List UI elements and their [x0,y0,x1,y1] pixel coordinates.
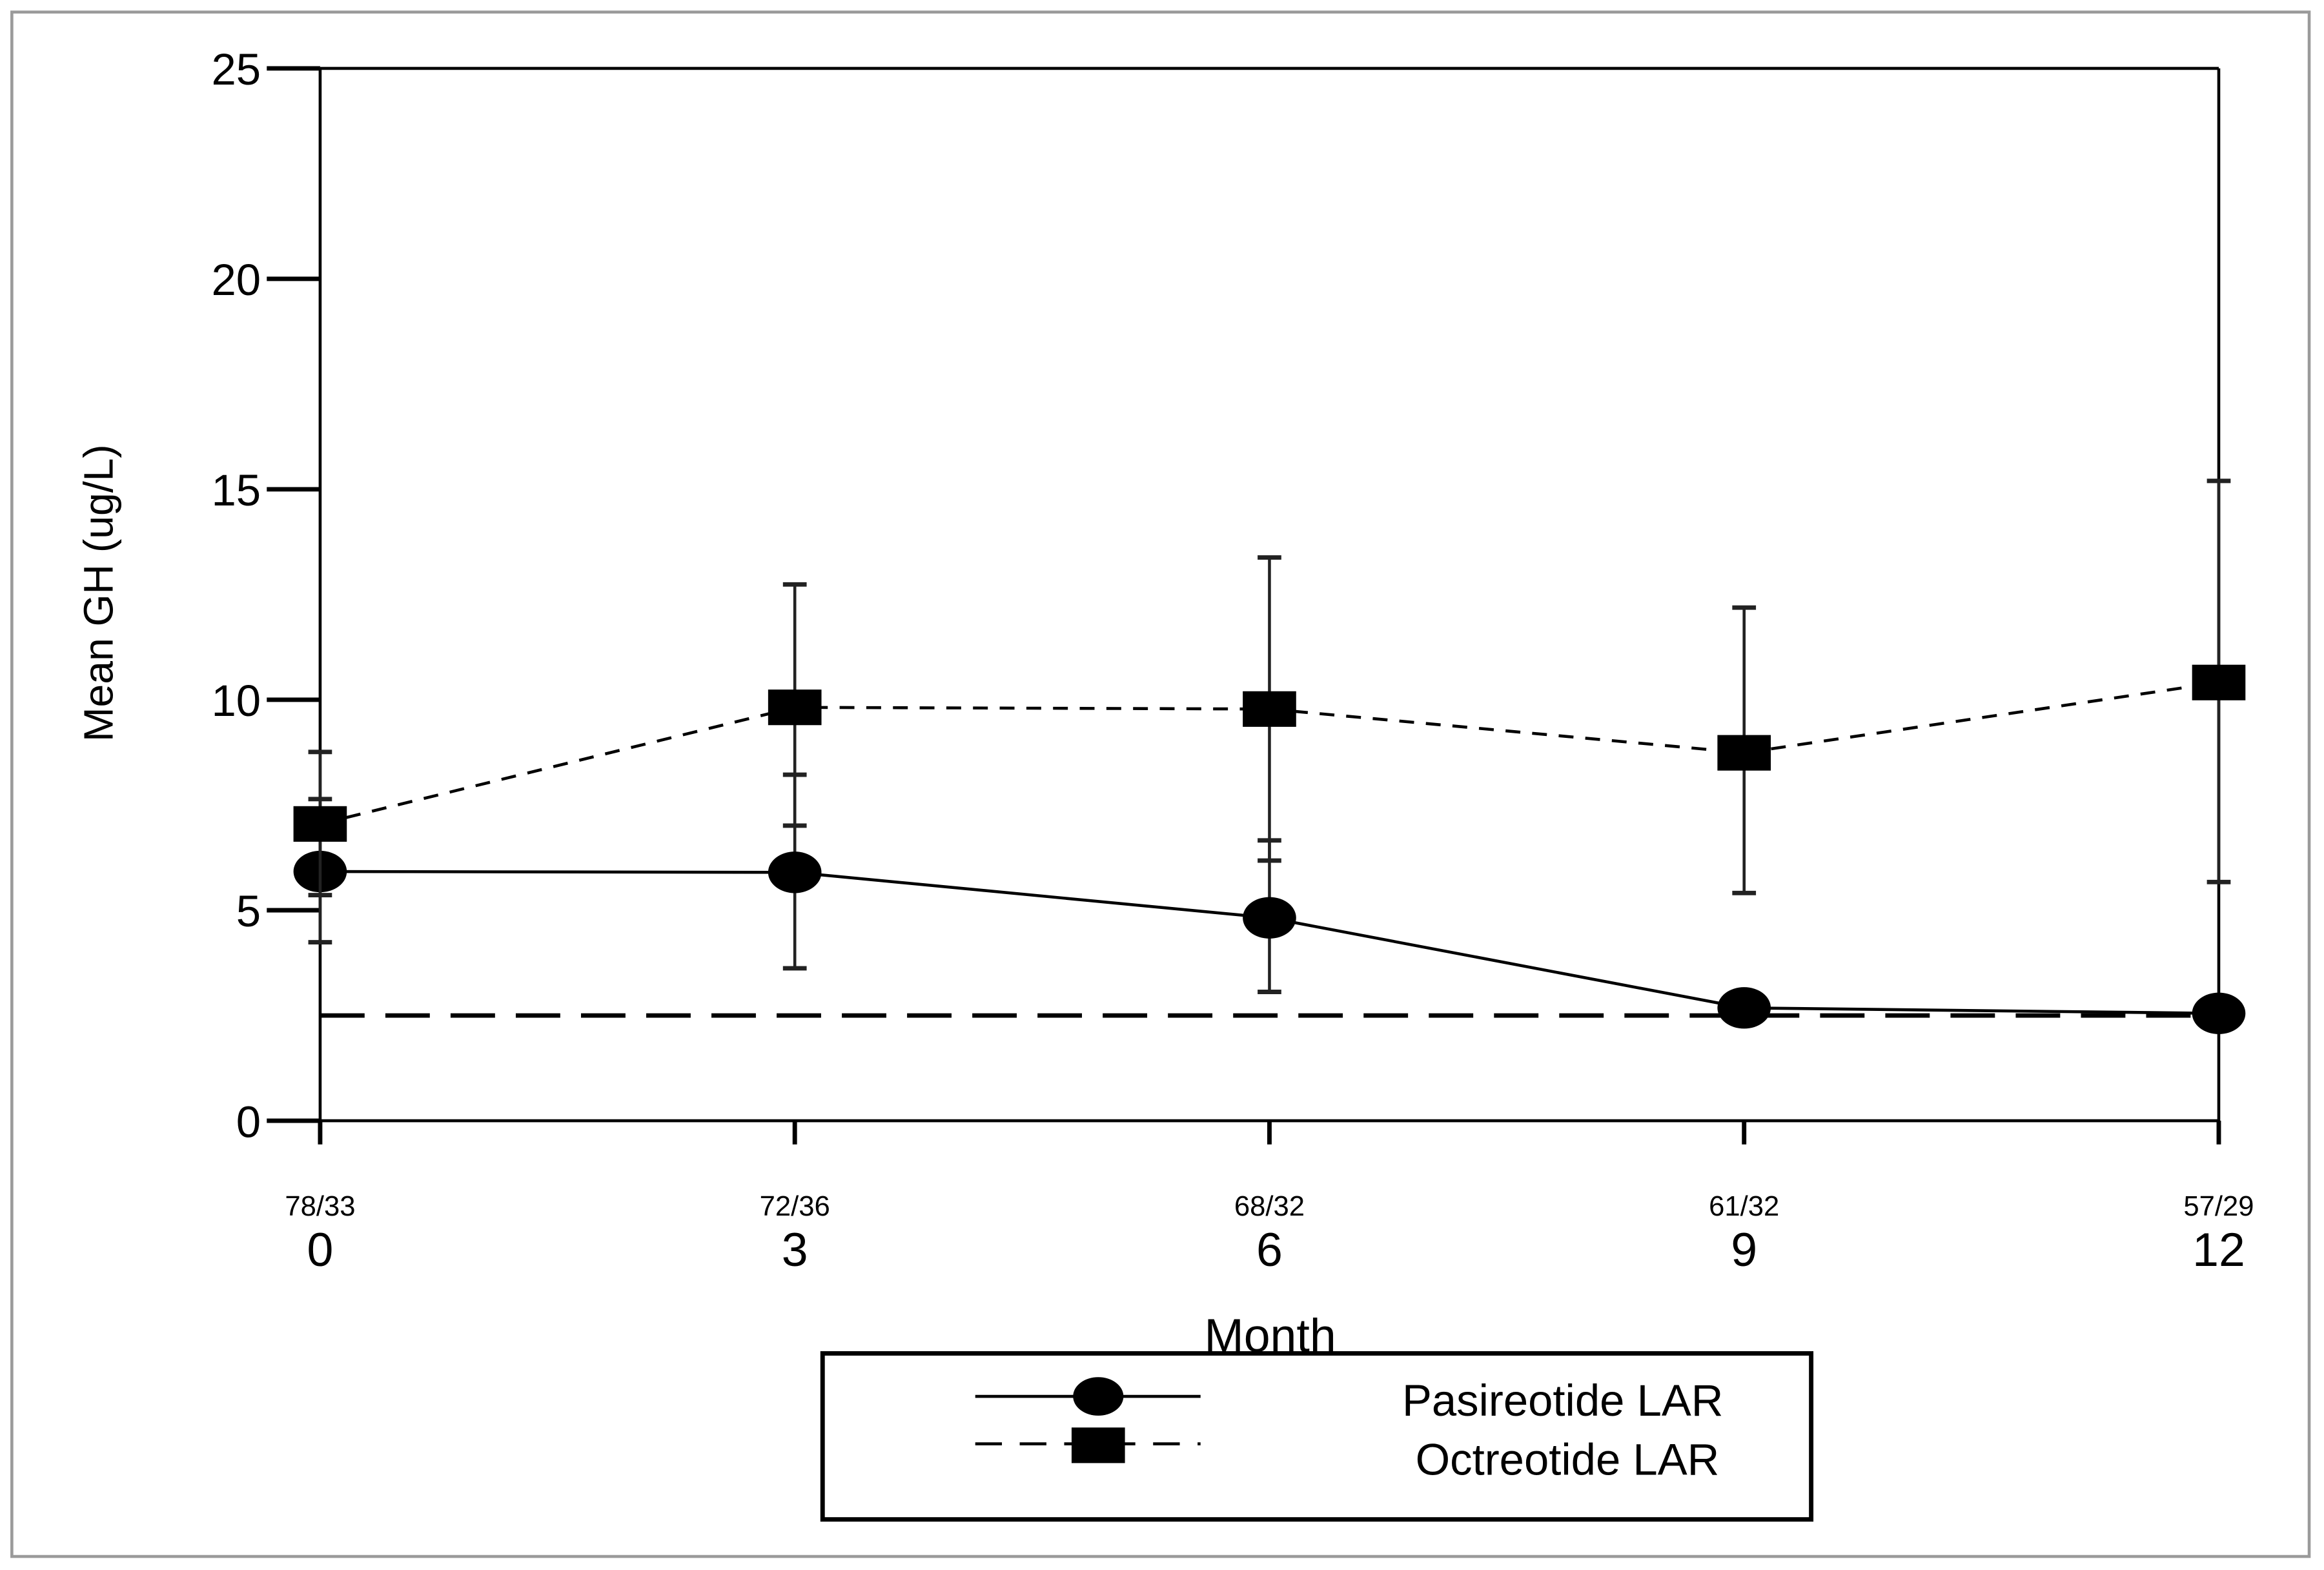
series-pasireotide-lar [293,772,2246,1034]
series-octreotide-lar [293,478,2246,897]
data-point-circle [1243,897,1296,939]
x-tick-label: 3 [782,1223,808,1276]
x-tick-label: 9 [1731,1223,1757,1276]
n-label: 61/32 [1709,1191,1779,1222]
x-tick-label: 12 [2192,1223,2245,1276]
legend-box [820,1351,1814,1522]
outer-frame [10,10,2311,1558]
y-tick-label: 10 [211,676,261,726]
y-tick-label: 15 [211,465,261,515]
y-axis-label: Mean GH (ug/L) [75,444,121,742]
data-point-circle [1717,987,1771,1029]
n-label: 78/33 [285,1191,355,1222]
n-label: 57/29 [2183,1191,2254,1222]
x-tick-label: 0 [307,1223,333,1276]
legend: Pasireotide LAR Octreotide LAR [820,1351,1814,1522]
n-label: 72/36 [760,1191,830,1222]
legend-label-pasireotide: Pasireotide LAR [1402,1376,1724,1425]
x-tick-label: 6 [1256,1223,1283,1276]
ticks: 051015202578/33072/36368/32661/32957/291… [211,45,2254,1276]
y-tick-label: 25 [211,45,261,94]
legend-label-octreotide: Octreotide LAR [1416,1435,1720,1485]
data-point-square [1717,735,1771,771]
legend-marker-square [1071,1427,1125,1463]
data-point-square [2192,664,2246,700]
data-point-circle [768,851,822,893]
n-label: 68/32 [1234,1191,1305,1222]
data-point-square [1243,691,1296,727]
data-point-square [293,806,347,842]
y-tick-label: 5 [236,886,261,936]
series-group [293,478,2246,1034]
legend-marker-circle [1073,1377,1124,1416]
data-point-circle [2192,992,2246,1034]
y-tick-label: 0 [236,1097,261,1147]
data-point-square [768,689,822,726]
y-tick-label: 20 [211,255,261,305]
